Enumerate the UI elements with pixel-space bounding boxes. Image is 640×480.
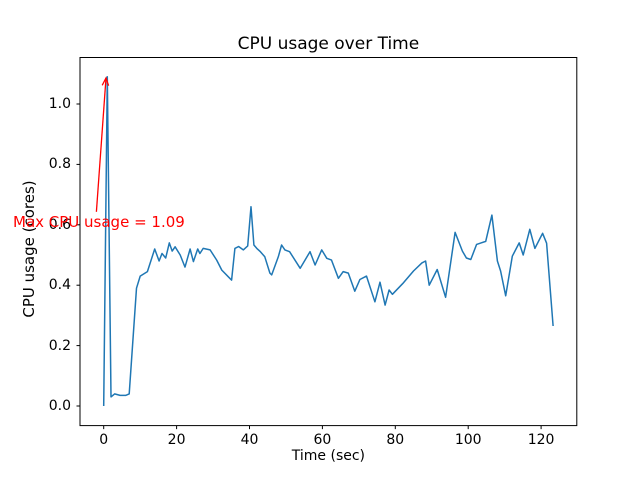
plot-border bbox=[79, 57, 578, 427]
x-tick-label: 40 bbox=[240, 431, 259, 448]
y-tick-label: 0.0 bbox=[48, 398, 71, 414]
y-tick-marks bbox=[76, 103, 81, 407]
annotation-arrow-head bbox=[101, 76, 110, 86]
x-tick-label: 80 bbox=[386, 431, 405, 448]
x-tick-label: 20 bbox=[167, 431, 186, 448]
x-tick-label: 60 bbox=[313, 431, 332, 448]
y-tick-label: 0.6 bbox=[48, 216, 71, 233]
y-tick-label: 0.4 bbox=[48, 277, 71, 294]
chart-title: CPU usage over Time bbox=[237, 34, 420, 54]
annotation-arrow-shaft bbox=[95, 77, 107, 212]
x-tick-label: 0 bbox=[99, 431, 109, 448]
x-axis-label: Time (sec) bbox=[291, 448, 366, 464]
cpu-usage-line bbox=[102, 76, 554, 407]
x-tick-label: 120 bbox=[527, 431, 555, 448]
max-annotation-text: Max CPU usage = 1.09 bbox=[13, 213, 185, 231]
y-tick-label: 1.0 bbox=[48, 96, 71, 112]
y-tick-label: 0.2 bbox=[48, 337, 71, 354]
y-tick-label: 0.8 bbox=[48, 156, 71, 173]
y-axis-label: CPU usage (cores) bbox=[20, 180, 38, 318]
x-tick-label: 100 bbox=[454, 431, 482, 448]
x-tick-marks bbox=[103, 425, 542, 430]
